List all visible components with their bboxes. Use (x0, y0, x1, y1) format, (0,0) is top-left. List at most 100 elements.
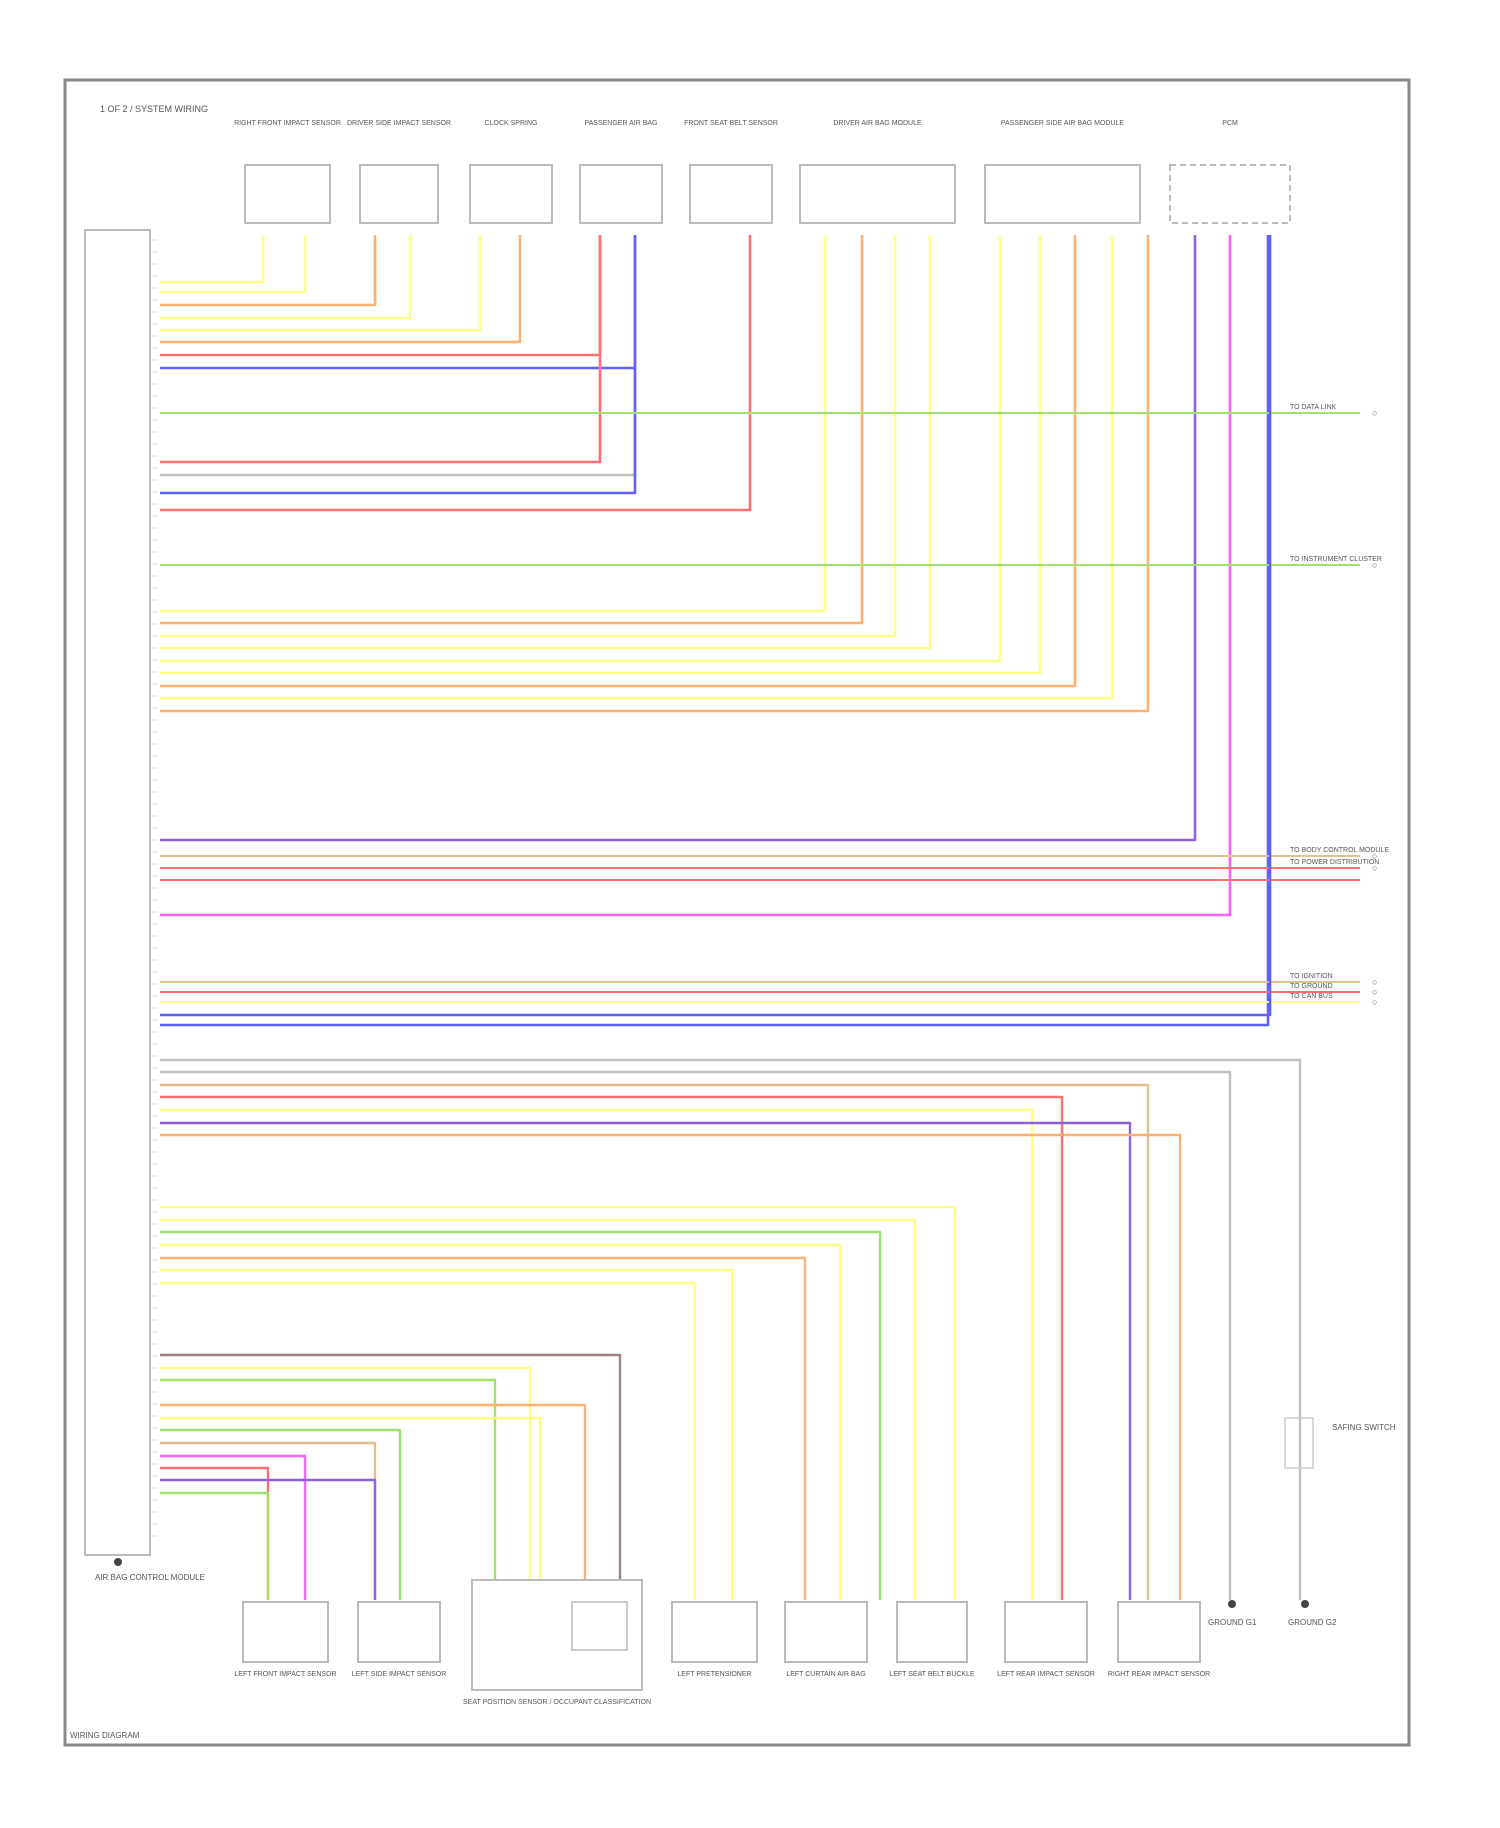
right-edge-label: TO IGNITION (1290, 973, 1333, 980)
wire (160, 235, 412, 320)
bottom-component-box (357, 1601, 441, 1663)
wire (160, 1403, 587, 1600)
wire-group: TO DATA LINK○TO INSTRUMENT CLUSTER○TO BO… (160, 235, 1389, 1600)
wire (160, 1070, 1232, 1600)
wire (160, 1428, 402, 1600)
safing-switch-label: SAFING SWITCH (1332, 1423, 1396, 1432)
module-label: AIR BAG CONTROL MODULE (95, 1573, 205, 1582)
bottom-component-label: SEAT POSITION SENSOR / OCCUPANT CLASSIFI… (463, 1699, 651, 1706)
bottom-component-box (242, 1601, 329, 1663)
bottom-component-label: LEFT SEAT BELT BUCKLE (889, 1671, 975, 1678)
wire (160, 1491, 270, 1600)
ground-g1-label: GROUND G1 (1208, 1618, 1257, 1627)
wire (160, 235, 377, 307)
top-component-box (359, 164, 439, 224)
top-component-label: FRONT SEAT BELT SENSOR (684, 120, 778, 127)
wire (160, 1205, 957, 1600)
wire (160, 235, 897, 638)
wire (160, 235, 522, 344)
bottom-component-box (671, 1601, 758, 1663)
bottom-component-label: LEFT FRONT IMPACT SENSOR (234, 1671, 336, 1678)
wire (160, 1281, 697, 1600)
bottom-component-label: LEFT SIDE IMPACT SENSOR (352, 1671, 447, 1678)
top-component-box (689, 164, 773, 224)
wire (160, 235, 864, 625)
control-module-block (84, 229, 151, 1556)
wire (160, 1218, 917, 1600)
header-label: 1 OF 2 / SYSTEM WIRING (100, 104, 208, 114)
terminal-marker: ○ (1372, 977, 1377, 987)
wire (160, 235, 482, 332)
terminal-marker: ○ (1372, 987, 1377, 997)
wire (160, 1108, 1034, 1600)
wire (160, 1353, 622, 1600)
wire (160, 1243, 842, 1600)
wire (160, 235, 307, 294)
module-pin-group (150, 239, 158, 1537)
bottom-component-box (1117, 1601, 1201, 1663)
top-component-label: PASSENGER AIR BAG (584, 120, 657, 127)
module-ground-dot (114, 1558, 122, 1566)
wire (160, 235, 1077, 688)
bottom-component-group: LEFT FRONT IMPACT SENSOR LEFT SIDE IMPACT… (234, 1579, 1210, 1706)
wire (160, 1268, 734, 1600)
top-component-box (799, 164, 956, 224)
wire (160, 1230, 882, 1600)
safing-switch: SAFING SWITCH (1284, 1335, 1396, 1475)
sub-sensor-box (571, 1601, 628, 1651)
wire (160, 1454, 307, 1600)
bottom-component-box (784, 1601, 868, 1663)
terminal-marker: ○ (1372, 997, 1377, 1007)
wire (160, 235, 637, 495)
bottom-component-label: LEFT CURTAIN AIR BAG (786, 1671, 865, 1678)
wire (160, 235, 1197, 842)
wire (160, 235, 1114, 700)
top-component-label: PASSENGER SIDE AIR BAG MODULE (1001, 120, 1125, 127)
right-edge-label: TO DATA LINK (1290, 404, 1337, 411)
wire (160, 235, 1150, 713)
top-component-box (244, 164, 331, 224)
wire (160, 1095, 1064, 1600)
right-edge-label: TO BODY CONTROL MODULE (1290, 847, 1389, 854)
top-component-box (1169, 164, 1291, 224)
bottom-component-label: LEFT PRETENSIONER (677, 1671, 751, 1678)
top-component-label: RIGHT FRONT IMPACT SENSOR (234, 120, 341, 127)
wire (160, 1378, 497, 1600)
bottom-component-label: RIGHT REAR IMPACT SENSOR (1108, 1671, 1210, 1678)
wire (160, 235, 602, 464)
ground-g1: GROUND G1 (1208, 1600, 1257, 1627)
ground-g2-label: GROUND G2 (1288, 1618, 1337, 1627)
wire (160, 1478, 377, 1600)
wire (160, 1416, 542, 1600)
wire (160, 235, 1232, 917)
terminal-marker: ○ (1372, 408, 1377, 418)
right-edge-label: TO INSTRUMENT CLUSTER (1290, 556, 1382, 563)
terminal-marker: ○ (1372, 851, 1377, 861)
right-edge-label: TO CAN BUS (1290, 993, 1333, 1000)
top-component-label: PCM (1222, 120, 1238, 127)
wire (160, 1133, 1182, 1600)
wire (160, 235, 1272, 1017)
wire (160, 235, 827, 613)
wire (160, 235, 1042, 675)
top-component-group: RIGHT FRONT IMPACT SENSOR DRIVER SIDE IMP… (234, 120, 1291, 224)
top-component-box (469, 164, 553, 224)
top-component-label: DRIVER AIR BAG MODULE (833, 120, 922, 127)
top-component-box (984, 164, 1141, 224)
wire (160, 235, 932, 650)
wire (160, 235, 752, 512)
terminal-marker: ○ (1372, 863, 1377, 873)
bottom-component-label: LEFT REAR IMPACT SENSOR (997, 1671, 1095, 1678)
right-edge-label: TO POWER DISTRIBUTION (1290, 859, 1379, 866)
top-component-label: CLOCK SPRING (485, 120, 538, 127)
ground-g2: GROUND G2 (1288, 1600, 1337, 1627)
wire (160, 1121, 1132, 1600)
wire (160, 235, 1270, 1027)
right-edge-label: TO GROUND (1290, 983, 1333, 990)
wire (160, 235, 1002, 663)
wire (160, 1366, 532, 1600)
wire (160, 1083, 1150, 1600)
wire (160, 235, 265, 284)
bottom-component-box (1004, 1601, 1088, 1663)
